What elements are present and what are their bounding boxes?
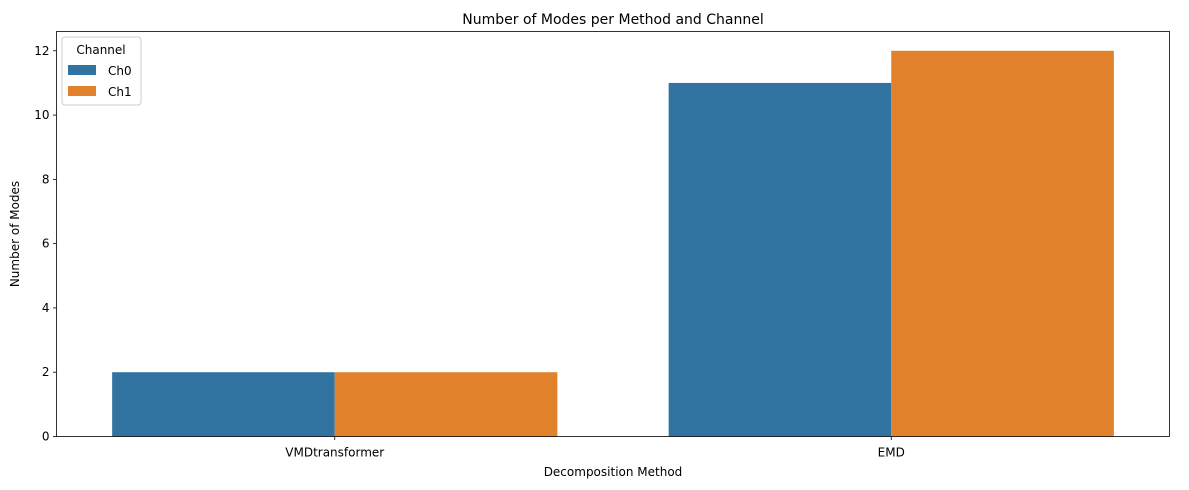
legend-label-ch0: Ch0 [108, 64, 132, 78]
legend-label-ch1: Ch1 [108, 85, 132, 99]
y-tick-label: 2 [42, 365, 50, 379]
x-tick-label: EMD [878, 446, 905, 460]
y-tick-label: 4 [42, 301, 50, 315]
x-tick-label: VMDtransformer [285, 446, 384, 460]
y-tick-label: 8 [42, 172, 50, 186]
x-axis-ticks: VMDtransformer EMD [285, 436, 905, 460]
bar-ch0-emd [668, 82, 892, 437]
y-axis-ticks: 0 2 4 6 8 10 12 [34, 44, 57, 444]
legend: Channel Ch0 Ch1 [61, 36, 142, 106]
legend-swatch-ch0 [68, 65, 96, 75]
chart-title: Number of Modes per Method and Channel [462, 12, 763, 28]
y-tick-label: 0 [42, 430, 50, 444]
x-axis-title: Decomposition Method [544, 465, 683, 479]
y-tick-label: 12 [34, 44, 49, 58]
bar-ch0-vmdtransformer [112, 372, 335, 437]
plot-frame [56, 31, 1170, 437]
legend-swatch-ch1 [68, 86, 96, 96]
bar-ch1-vmdtransformer [334, 372, 558, 437]
legend-title: Channel [76, 43, 125, 57]
y-tick-label: 10 [34, 108, 49, 122]
bar-ch1-emd [891, 50, 1114, 437]
y-tick-label: 6 [42, 237, 50, 251]
y-axis-title: Number of Modes [8, 181, 22, 287]
bars-group [112, 50, 1114, 437]
